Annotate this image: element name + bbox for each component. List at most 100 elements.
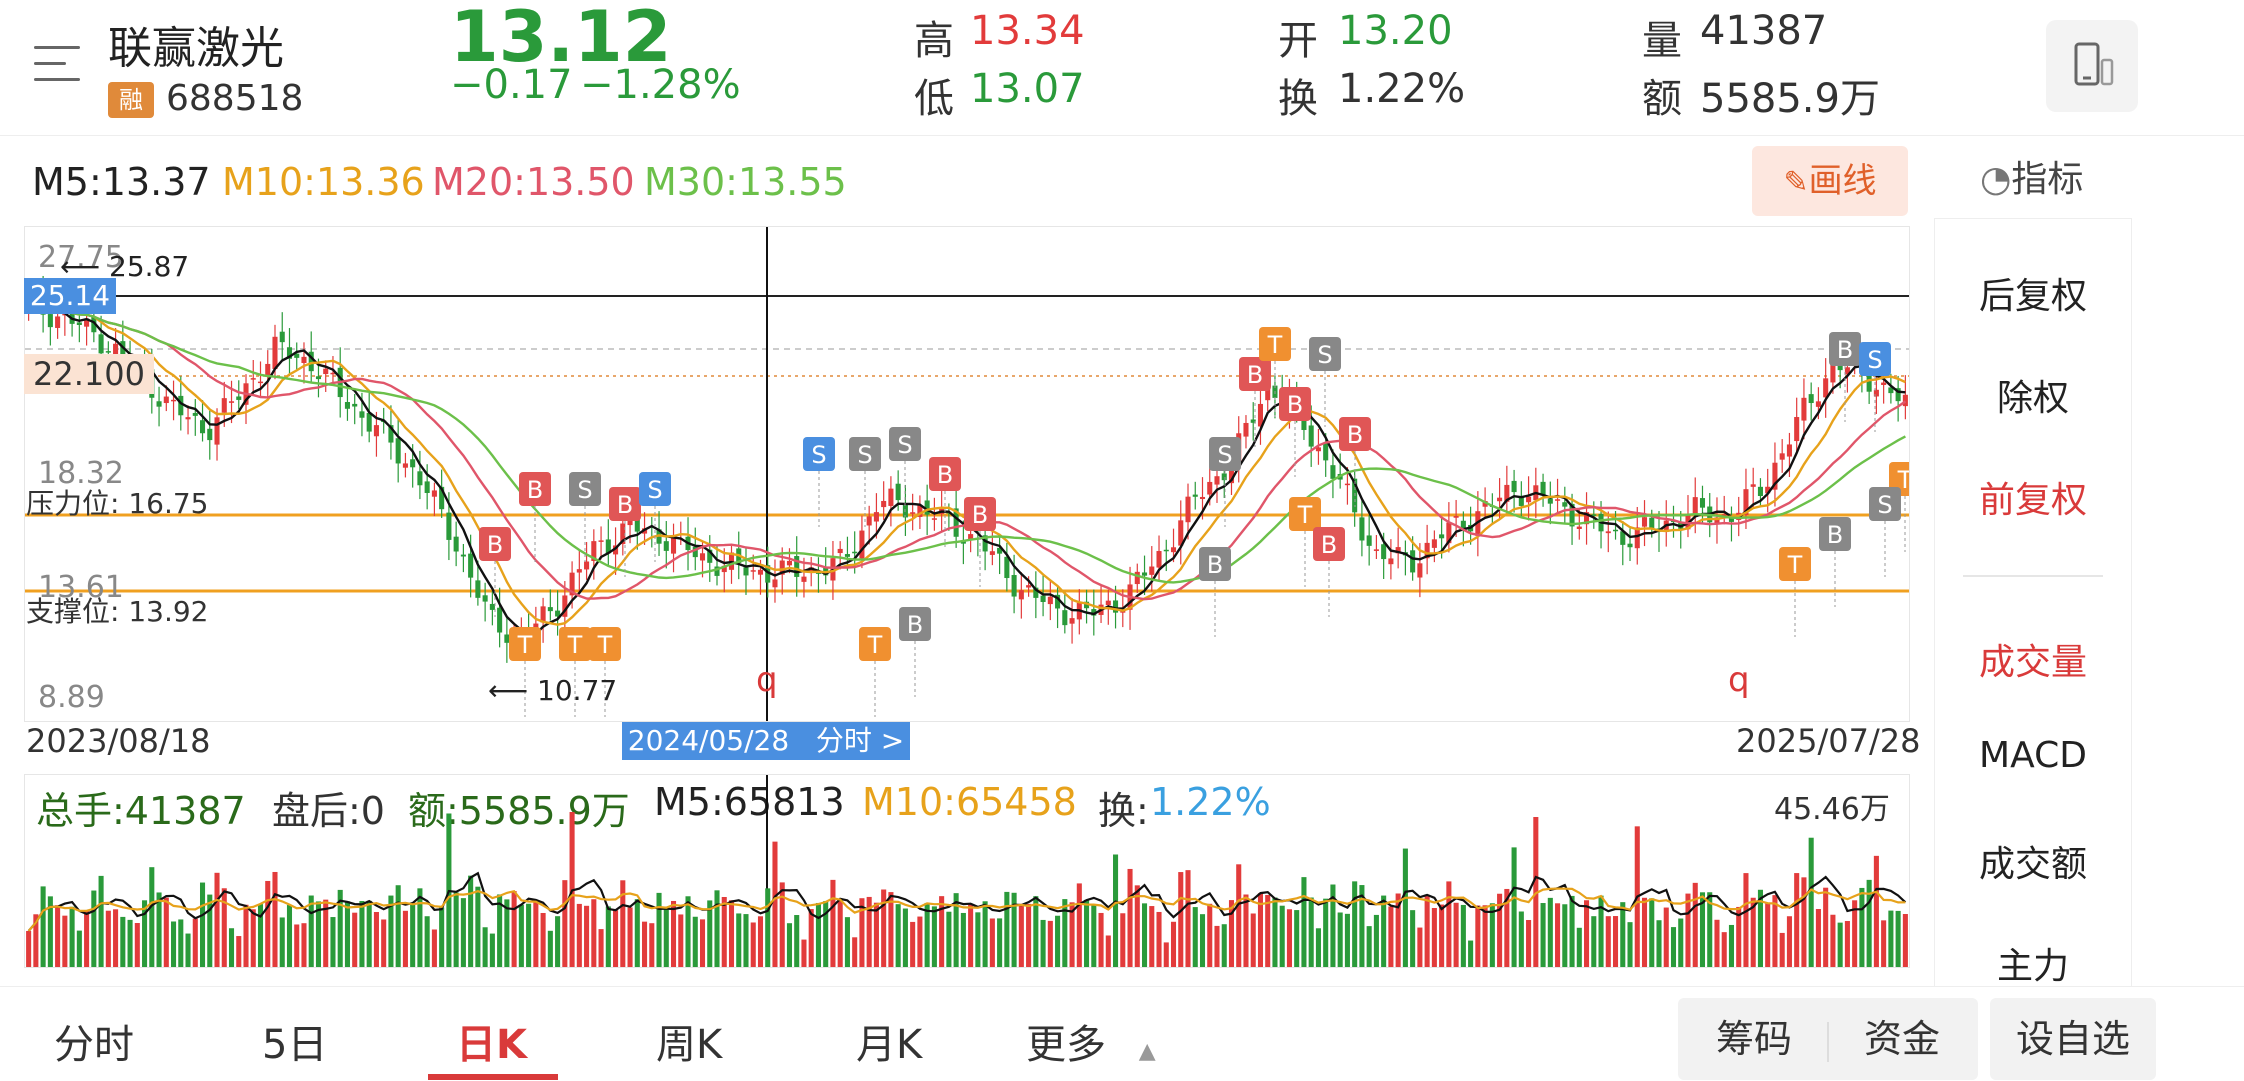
candle-body (286, 347, 293, 359)
volume-bar (1352, 881, 1358, 967)
trade-marker-label: S (1217, 441, 1232, 469)
volume-bar (1178, 872, 1184, 967)
candle-body (91, 316, 97, 333)
volume-bar (1902, 914, 1908, 967)
volume-bar (171, 921, 177, 967)
q-marker-left: q (756, 660, 778, 700)
volume-ma10: M10:65458 (862, 780, 1077, 824)
volume-bar (620, 880, 626, 967)
volume-bar (1511, 847, 1517, 967)
volume-bar (642, 921, 648, 967)
candle-body (1482, 501, 1488, 507)
cursor-date: 2024/05/28 (627, 724, 790, 757)
volume-bar (1576, 927, 1582, 967)
price-axis-top-partial: 27.75 (38, 240, 124, 275)
support-label: 支撑位: 13.92 (26, 595, 209, 628)
volume-bar (156, 892, 162, 967)
volume-bar (1627, 922, 1633, 967)
low-label: 低 (914, 76, 954, 122)
draw-line-button[interactable]: ✎画线 (1752, 146, 1908, 216)
volume-bar (1837, 922, 1843, 967)
volume-bar (866, 896, 872, 967)
menu-icon[interactable] (34, 40, 84, 90)
open-label: 开 (1278, 18, 1318, 64)
tab-monthly-k[interactable]: 月K (856, 1022, 923, 1068)
candle-body (373, 425, 379, 437)
volume-bar (395, 885, 401, 967)
side-item-volume[interactable]: 成交量 (1978, 642, 2087, 683)
cursor-date-badge[interactable]: 2024/05/28 分时 > (622, 722, 910, 760)
resistance-label: 压力位: 16.75 (26, 487, 209, 520)
volume-bar (497, 894, 503, 967)
candle-body (1170, 547, 1177, 553)
side-item-ex-rights[interactable]: 除权 (1996, 378, 2069, 419)
volume-bar (1504, 888, 1510, 967)
tab-daily-k[interactable]: 日K (456, 1022, 527, 1068)
candle-body (1315, 447, 1321, 452)
volume-bar (1127, 868, 1133, 967)
volume-bar (1728, 924, 1735, 967)
volume-bar (1250, 913, 1256, 967)
trade-marker (479, 527, 511, 561)
volume-bar (685, 896, 691, 967)
volume-bar (1018, 903, 1024, 967)
volume-bar (895, 904, 901, 967)
volume-bar (728, 900, 735, 967)
candle-body (207, 428, 213, 441)
indicator-button[interactable]: ◔指标 (1980, 150, 2083, 202)
volume-bar (547, 930, 553, 967)
trade-marker (569, 472, 601, 506)
candle-body (1786, 444, 1792, 457)
tab-intraday[interactable]: 分时 (54, 1022, 134, 1068)
candle-body (1178, 520, 1184, 546)
q-marker-right: q (1728, 660, 1750, 700)
volume-bar (1192, 907, 1198, 967)
candle-body (555, 610, 561, 617)
side-item-forward-adjusted[interactable]: 前复权 (1978, 480, 2087, 521)
volume-chart[interactable] (24, 774, 1910, 968)
tab-weekly-k[interactable]: 周K (656, 1022, 723, 1068)
candle-body (1424, 542, 1430, 559)
candle-body (1460, 520, 1466, 530)
chips-button[interactable]: 筹码 (1715, 1017, 1792, 1061)
landscape-toggle-button[interactable] (2046, 20, 2138, 112)
side-item-back-adjusted[interactable]: 后复权 (1978, 276, 2087, 317)
funds-button[interactable]: 资金 (1863, 1017, 1940, 1061)
candle-body (163, 396, 169, 404)
volume-bar (265, 880, 271, 967)
candle-body (1873, 389, 1879, 397)
candle-body (1156, 551, 1162, 568)
ma10-legend: M10:13.36 (222, 160, 425, 204)
candle-body (1062, 610, 1068, 626)
side-item-main-force[interactable]: 主力 (1996, 946, 2069, 987)
candle-body (388, 425, 394, 443)
volume-bar (1873, 855, 1879, 967)
candle-body (171, 399, 177, 402)
volume-bar (888, 892, 894, 967)
tab-more[interactable]: 更多 ▲ (1026, 1012, 1156, 1070)
volume-bar (953, 893, 959, 967)
side-item-amount[interactable]: 成交额 (1978, 844, 2087, 885)
candle-body (1547, 498, 1553, 504)
candle-body (1801, 397, 1807, 421)
candle-body (873, 512, 879, 522)
candle-body (989, 551, 995, 555)
candle-body (852, 551, 858, 554)
volume-bar (76, 930, 82, 967)
volume-bar (721, 896, 727, 967)
volume-bar (84, 911, 90, 967)
volume-bar (1591, 916, 1597, 967)
candle-body (113, 343, 119, 355)
add-watchlist-button[interactable]: 设自选 (1990, 998, 2156, 1080)
trade-marker-label: B (1321, 531, 1337, 559)
volume-bar (1265, 894, 1271, 967)
candle-body (663, 541, 669, 551)
tab-5day[interactable]: 5日 (262, 1022, 328, 1068)
candle-body (1518, 495, 1524, 506)
volume-bar (939, 896, 945, 967)
volume-bar (1113, 854, 1119, 967)
side-item-macd[interactable]: MACD (1979, 735, 2087, 776)
cursor-intraday-link[interactable]: 分时 > (815, 724, 905, 757)
volume-bar (373, 911, 379, 967)
